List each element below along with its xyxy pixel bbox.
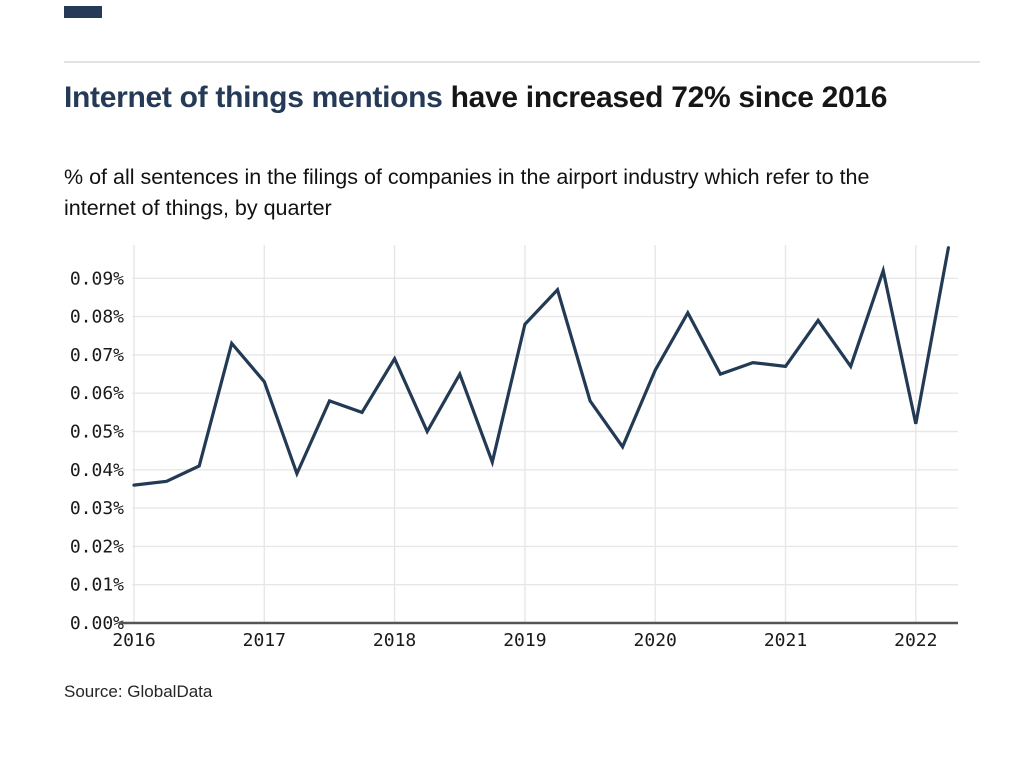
y-tick-label: 0.02% bbox=[70, 536, 124, 557]
title-rest: have increased 72% since 2016 bbox=[442, 81, 888, 114]
x-tick-label: 2016 bbox=[112, 630, 155, 651]
chart-subtitle: % of all sentences in the filings of com… bbox=[64, 165, 870, 220]
data-series-line bbox=[132, 246, 951, 487]
brand-accent-bar bbox=[64, 6, 102, 18]
y-tick-label: 0.01% bbox=[70, 575, 124, 596]
y-tick-label: 0.03% bbox=[70, 498, 124, 519]
x-tick-label: 2019 bbox=[503, 630, 546, 651]
y-tick-label: 0.06% bbox=[70, 383, 124, 404]
y-tick-label: 0.08% bbox=[70, 307, 124, 328]
y-tick-label: 0.09% bbox=[70, 268, 124, 289]
x-tick-label: 2018 bbox=[373, 630, 416, 651]
x-tick-label: 2017 bbox=[243, 630, 286, 651]
y-tick-label: 0.00% bbox=[70, 613, 124, 634]
y-tick-label: 0.04% bbox=[70, 460, 124, 481]
y-tick-label: 0.07% bbox=[70, 345, 124, 366]
y-tick-label: 0.05% bbox=[70, 422, 124, 443]
x-tick-label: 2021 bbox=[764, 630, 807, 651]
page-title: Internet of things mentions have increas… bbox=[64, 78, 964, 118]
header-divider bbox=[64, 61, 980, 63]
source-note: Source: GlobalData bbox=[64, 682, 213, 701]
title-highlight: Internet of things mentions bbox=[64, 81, 443, 114]
x-tick-label: 2020 bbox=[634, 630, 677, 651]
x-tick-label: 2022 bbox=[894, 630, 937, 651]
